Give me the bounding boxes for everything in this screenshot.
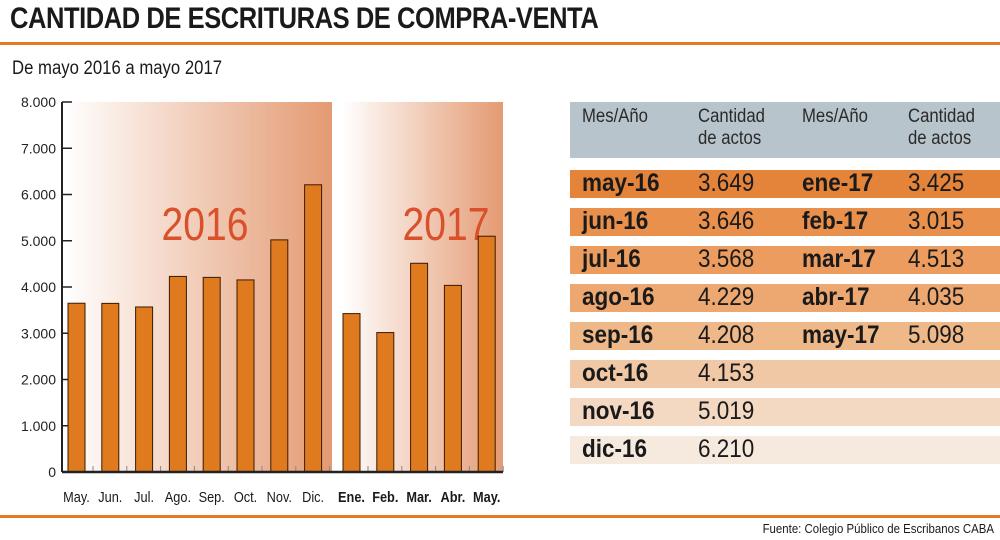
- y-tick-label: 3.000: [21, 325, 56, 341]
- table-row: ago-16 4.229 abr-17 4.035: [570, 283, 1000, 312]
- year-label-2017: 2017: [403, 199, 490, 251]
- cell-month: nov-16: [582, 397, 655, 425]
- table-row: jun-16 3.646 feb-17 3.015: [570, 207, 1000, 236]
- table-row: jul-16 3.568 mar-17 4.513: [570, 245, 1000, 274]
- bar-mar-2017: [410, 262, 429, 473]
- x-tick-label: Nov.: [267, 488, 292, 505]
- table-row: dic-16 6.210: [570, 435, 1000, 464]
- data-table: Mes/Año Cantidad de actos Mes/Año Cantid…: [570, 102, 1000, 464]
- y-tick-label: 1.000: [21, 418, 56, 434]
- cell-value: 5.098: [908, 321, 965, 349]
- cell-value: 3.568: [698, 245, 755, 273]
- chart-subtitle: De mayo 2016 a mayo 2017: [12, 58, 223, 79]
- header-mes-ano: Mes/Año: [582, 106, 648, 127]
- y-tick-label: 2.000: [21, 372, 56, 388]
- cell-month: ene-17: [802, 169, 874, 197]
- table-row: oct-16 4.153: [570, 359, 1000, 388]
- x-tick-label: May.: [63, 488, 90, 505]
- cell-month: jul-16: [582, 245, 641, 273]
- cell-month: may-17: [802, 321, 880, 349]
- cell-value: 4.153: [698, 359, 755, 387]
- header-mes-ano-2: Mes/Año: [802, 106, 868, 127]
- cell-value: 4.035: [908, 283, 965, 311]
- chart-title: CANTIDAD DE ESCRITURAS DE COMPRA-VENTA: [10, 2, 599, 35]
- bar-feb-2017: [376, 332, 395, 473]
- bar-jun-2016: [101, 302, 120, 473]
- bar-may-2016: [67, 302, 86, 473]
- year-label-2016: 2016: [162, 199, 249, 251]
- cell-month: ago-16: [582, 283, 655, 311]
- bar-sep-2016: [202, 276, 221, 473]
- table-row: sep-16 4.208 may-17 5.098: [570, 321, 1000, 350]
- cell-month: dic-16: [582, 435, 648, 463]
- table-row: nov-16 5.019: [570, 397, 1000, 426]
- x-tick-label: Abr.: [441, 488, 466, 505]
- cell-value: 3.646: [698, 207, 755, 235]
- x-tick-label: Ago.: [165, 488, 191, 505]
- footer-divider: [0, 515, 1000, 518]
- cell-value: 4.229: [698, 283, 755, 311]
- bar-ene-2017: [342, 313, 361, 473]
- x-tick-label: Feb.: [372, 488, 398, 505]
- cell-month: sep-16: [582, 321, 654, 349]
- cell-month: mar-17: [802, 245, 876, 273]
- table-row: may-16 3.649 ene-17 3.425: [570, 169, 1000, 198]
- bar-oct-2016: [236, 279, 255, 473]
- bar-dic-2016: [304, 184, 323, 473]
- bar-chart: 0 1.000 2.000 3.000 4.000 5.000 6.000 7.000 8.00…: [21, 94, 504, 505]
- bar-nov-2016: [270, 239, 289, 473]
- cell-value: 4.208: [698, 321, 755, 349]
- x-tick-label: Mar.: [406, 488, 431, 505]
- source-note: Fuente: Colegio Público de Escribanos CA…: [762, 521, 994, 536]
- y-tick-label: 6.000: [21, 187, 56, 203]
- bar-ago-2016: [168, 275, 187, 473]
- title-divider: [0, 42, 1000, 45]
- cell-value: 4.513: [908, 245, 965, 273]
- bar-abr-2017: [443, 284, 462, 473]
- bar-may-2017: [477, 235, 496, 473]
- cell-value: 5.019: [698, 397, 755, 425]
- cell-value: 3.649: [698, 169, 755, 197]
- cell-month: feb-17: [802, 207, 869, 235]
- x-tick-label: Dic.: [302, 488, 324, 505]
- cell-value: 3.015: [908, 207, 965, 235]
- y-tick-label: 7.000: [21, 140, 56, 156]
- x-tick-label: May.: [473, 488, 500, 505]
- y-tick-label: 5.000: [21, 233, 56, 249]
- y-tick-label: 4.000: [21, 279, 56, 295]
- x-tick-label: Sep.: [199, 488, 225, 505]
- y-tick-label: 8.000: [21, 94, 56, 110]
- x-tick-label: Oct.: [234, 488, 257, 505]
- cell-month: may-16: [582, 169, 660, 197]
- cell-month: jun-16: [582, 207, 649, 235]
- x-tick-label: Ene.: [338, 488, 365, 505]
- bar-jul-2016: [135, 306, 154, 473]
- table-header: Mes/Año Cantidad de actos Mes/Año Cantid…: [570, 102, 1000, 158]
- x-tick-label: Jun.: [98, 488, 122, 505]
- header-cantidad: Cantidad de actos: [698, 106, 765, 149]
- y-tick-label: 0: [48, 464, 56, 480]
- cell-value: 6.210: [698, 435, 755, 463]
- cell-month: abr-17: [802, 283, 870, 311]
- cell-value: 3.425: [908, 169, 965, 197]
- x-tick-label: Jul.: [134, 488, 154, 505]
- cell-month: oct-16: [582, 359, 649, 387]
- header-cantidad-2: Cantidad de actos: [908, 106, 975, 149]
